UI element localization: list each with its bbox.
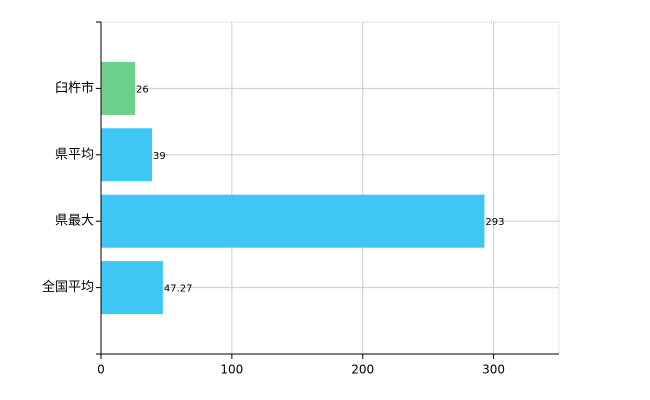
value-label: 47.27 [164, 284, 193, 295]
x-tick-label: 300 [482, 363, 505, 377]
x-tick-label: 0 [97, 363, 105, 377]
bar [101, 61, 136, 115]
y-tick-label: 県平均 [55, 147, 94, 162]
x-tick-label: 100 [220, 363, 243, 377]
bar [101, 128, 153, 182]
value-label: 39 [153, 151, 166, 162]
bar [101, 194, 485, 248]
x-tick-label: 200 [351, 363, 374, 377]
y-tick-label: 県最大 [55, 214, 94, 229]
value-label: 293 [485, 217, 504, 228]
value-label: 26 [136, 84, 149, 95]
y-tick-label: 臼杵市 [55, 80, 94, 96]
bar [101, 261, 163, 315]
y-tick-label: 全国平均 [42, 279, 94, 295]
